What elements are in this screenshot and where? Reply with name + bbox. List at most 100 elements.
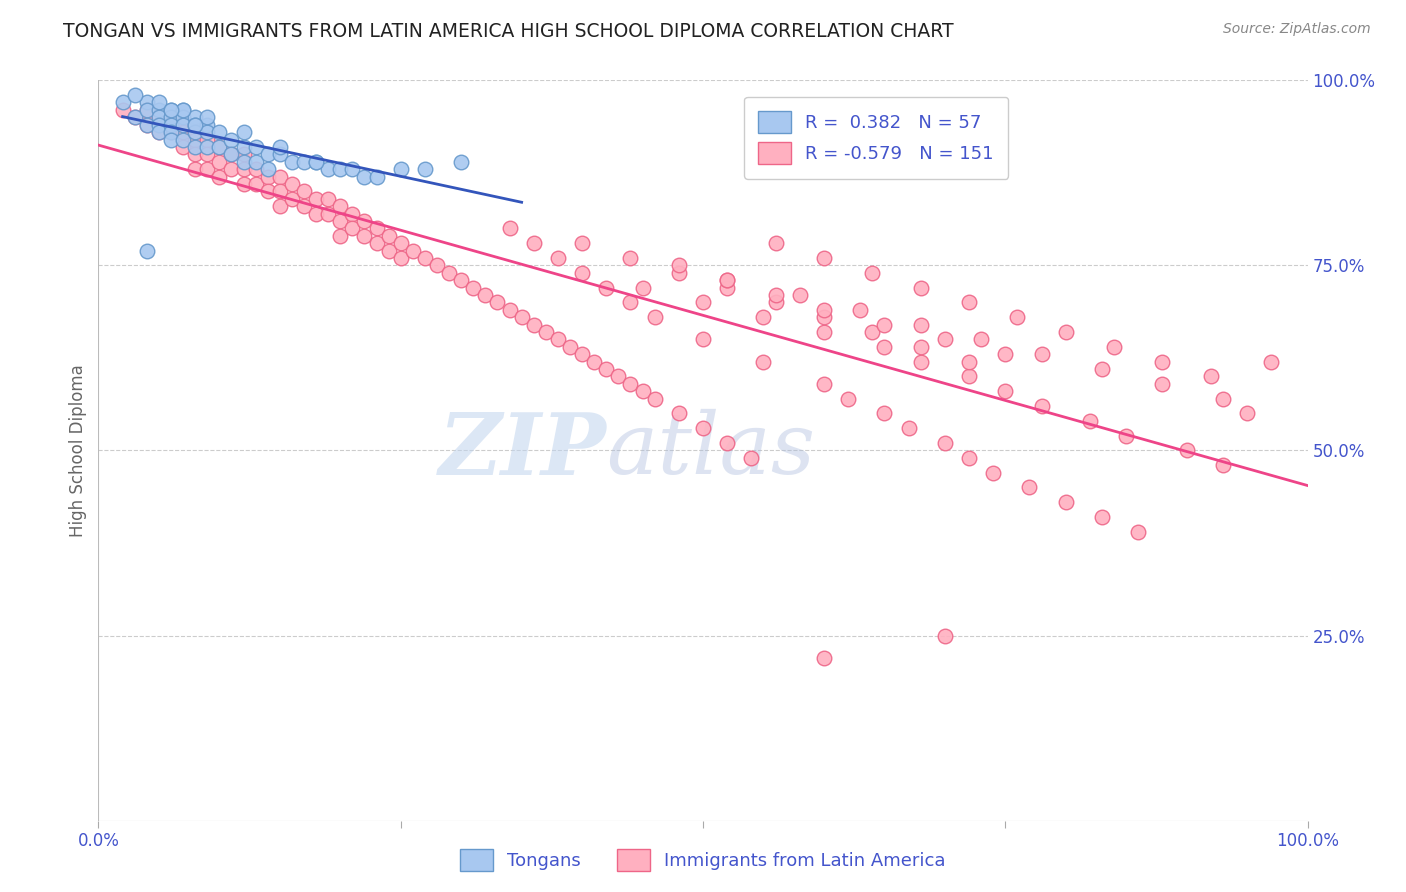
Point	[873, 340, 896, 354]
Point	[437, 266, 460, 280]
Point	[305, 206, 328, 220]
Point	[329, 228, 352, 243]
Point	[135, 244, 157, 258]
Point	[124, 88, 146, 103]
Point	[232, 177, 254, 191]
Point	[934, 628, 956, 642]
Point	[124, 111, 146, 125]
Point	[195, 162, 218, 177]
Point	[160, 103, 183, 117]
Point	[849, 302, 872, 317]
Point	[1054, 495, 1077, 509]
Point	[413, 251, 436, 265]
Point	[619, 295, 641, 310]
Point	[208, 140, 231, 154]
Point	[184, 140, 207, 154]
Point	[692, 332, 714, 346]
Point	[160, 111, 183, 125]
Point	[1031, 347, 1053, 361]
Point	[716, 280, 738, 294]
Point	[184, 132, 207, 146]
Point	[631, 384, 654, 399]
Point	[813, 302, 835, 317]
Point	[981, 466, 1004, 480]
Point	[873, 407, 896, 421]
Point	[1115, 428, 1137, 442]
Point	[716, 436, 738, 450]
Point	[402, 244, 425, 258]
Point	[269, 140, 291, 154]
Point	[148, 125, 170, 139]
Point	[1152, 376, 1174, 391]
Point	[342, 221, 364, 235]
Point	[1152, 354, 1174, 368]
Point	[148, 103, 170, 117]
Point	[873, 318, 896, 332]
Point	[184, 111, 207, 125]
Point	[245, 162, 267, 177]
Text: atlas: atlas	[606, 409, 815, 491]
Point	[571, 236, 593, 251]
Point	[135, 118, 157, 132]
Point	[860, 266, 883, 280]
Point	[668, 407, 690, 421]
Point	[184, 125, 207, 139]
Point	[571, 266, 593, 280]
Point	[316, 206, 339, 220]
Point	[692, 295, 714, 310]
Point	[342, 206, 364, 220]
Point	[1018, 480, 1040, 494]
Point	[813, 251, 835, 265]
Point	[305, 192, 328, 206]
Point	[172, 118, 194, 132]
Point	[994, 384, 1017, 399]
Point	[498, 302, 520, 317]
Point	[813, 310, 835, 325]
Point	[195, 132, 218, 146]
Point	[595, 280, 617, 294]
Point	[172, 125, 194, 139]
Point	[172, 132, 194, 146]
Point	[245, 140, 267, 154]
Point	[957, 369, 980, 384]
Point	[111, 95, 134, 110]
Point	[534, 325, 557, 339]
Point	[970, 332, 993, 346]
Point	[994, 347, 1017, 361]
Point	[910, 280, 932, 294]
Point	[1260, 354, 1282, 368]
Point	[957, 354, 980, 368]
Point	[160, 118, 183, 132]
Point	[160, 125, 183, 139]
Point	[208, 169, 231, 184]
Point	[305, 154, 328, 169]
Point	[523, 236, 546, 251]
Point	[463, 280, 485, 294]
Point	[1199, 369, 1222, 384]
Point	[377, 228, 399, 243]
Point	[269, 147, 291, 161]
Point	[329, 214, 352, 228]
Point	[1091, 510, 1114, 524]
Point	[910, 340, 932, 354]
Point	[366, 169, 388, 184]
Point	[668, 266, 690, 280]
Point	[934, 436, 956, 450]
Point	[148, 95, 170, 110]
Point	[498, 221, 520, 235]
Point	[148, 111, 170, 125]
Text: TONGAN VS IMMIGRANTS FROM LATIN AMERICA HIGH SCHOOL DIPLOMA CORRELATION CHART: TONGAN VS IMMIGRANTS FROM LATIN AMERICA …	[63, 22, 953, 41]
Point	[208, 125, 231, 139]
Point	[256, 169, 278, 184]
Point	[221, 162, 243, 177]
Point	[765, 295, 787, 310]
Point	[389, 236, 412, 251]
Point	[184, 147, 207, 161]
Point	[897, 421, 920, 435]
Point	[329, 199, 352, 213]
Point	[135, 118, 157, 132]
Point	[221, 147, 243, 161]
Point	[752, 354, 775, 368]
Point	[292, 199, 315, 213]
Point	[160, 103, 183, 117]
